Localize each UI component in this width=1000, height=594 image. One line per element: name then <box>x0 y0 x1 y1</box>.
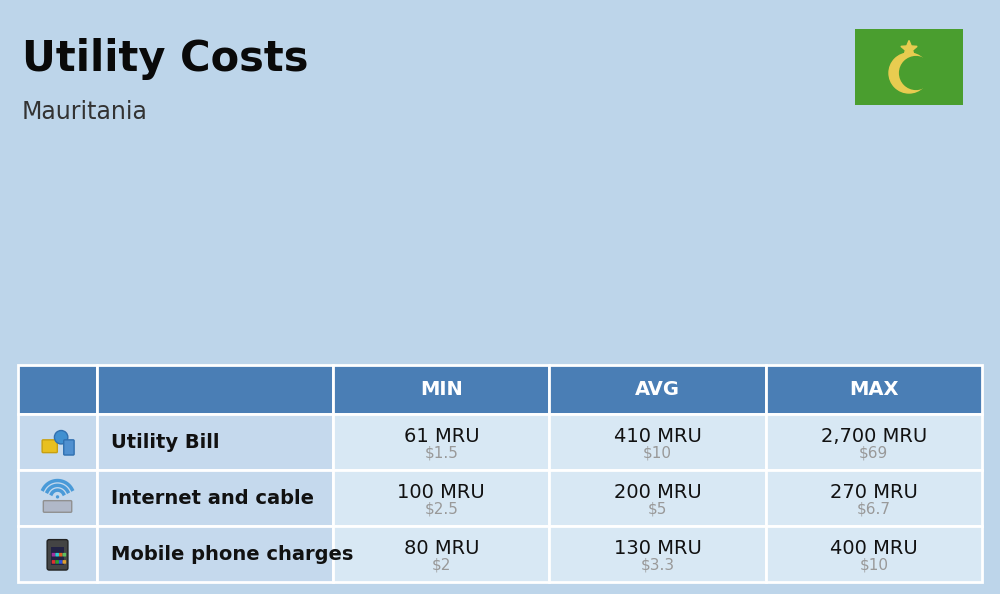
FancyBboxPatch shape <box>55 553 59 557</box>
Text: Utility Bill: Utility Bill <box>111 432 220 451</box>
FancyBboxPatch shape <box>97 526 333 582</box>
FancyBboxPatch shape <box>64 440 74 455</box>
FancyBboxPatch shape <box>333 470 549 526</box>
Text: 61 MRU: 61 MRU <box>404 427 479 446</box>
FancyBboxPatch shape <box>51 547 64 565</box>
Text: Mobile phone charges: Mobile phone charges <box>111 545 353 564</box>
Text: $10: $10 <box>859 558 888 573</box>
Text: $2: $2 <box>432 558 451 573</box>
Circle shape <box>54 431 68 444</box>
FancyBboxPatch shape <box>52 553 55 557</box>
Text: Internet and cable: Internet and cable <box>111 489 314 507</box>
FancyBboxPatch shape <box>855 29 963 105</box>
FancyBboxPatch shape <box>333 414 549 470</box>
Text: $2.5: $2.5 <box>424 502 458 517</box>
Text: Mauritania: Mauritania <box>22 100 148 124</box>
Text: 200 MRU: 200 MRU <box>614 483 701 502</box>
FancyBboxPatch shape <box>333 365 549 414</box>
Text: 270 MRU: 270 MRU <box>830 483 918 502</box>
Text: 400 MRU: 400 MRU <box>830 539 918 558</box>
Text: 2,700 MRU: 2,700 MRU <box>821 427 927 446</box>
Text: $3.3: $3.3 <box>641 558 675 573</box>
FancyBboxPatch shape <box>55 560 59 564</box>
Text: $69: $69 <box>859 446 888 461</box>
FancyBboxPatch shape <box>549 414 766 470</box>
Polygon shape <box>901 40 917 56</box>
Circle shape <box>56 495 59 498</box>
Circle shape <box>889 53 929 93</box>
FancyBboxPatch shape <box>766 470 982 526</box>
Text: $10: $10 <box>643 446 672 461</box>
FancyBboxPatch shape <box>59 560 63 564</box>
FancyBboxPatch shape <box>52 560 55 564</box>
Text: Utility Costs: Utility Costs <box>22 38 308 80</box>
FancyBboxPatch shape <box>18 414 97 470</box>
Text: 100 MRU: 100 MRU <box>397 483 485 502</box>
FancyBboxPatch shape <box>59 553 63 557</box>
Text: 80 MRU: 80 MRU <box>404 539 479 558</box>
FancyBboxPatch shape <box>97 470 333 526</box>
Text: 130 MRU: 130 MRU <box>614 539 702 558</box>
Text: $6.7: $6.7 <box>857 502 891 517</box>
FancyBboxPatch shape <box>549 526 766 582</box>
FancyBboxPatch shape <box>549 470 766 526</box>
FancyBboxPatch shape <box>766 526 982 582</box>
FancyBboxPatch shape <box>63 553 66 557</box>
FancyBboxPatch shape <box>766 365 982 414</box>
Circle shape <box>900 56 932 90</box>
FancyBboxPatch shape <box>63 560 66 564</box>
Text: AVG: AVG <box>635 380 680 399</box>
Text: $1.5: $1.5 <box>424 446 458 461</box>
FancyBboxPatch shape <box>42 440 57 453</box>
Text: $5: $5 <box>648 502 667 517</box>
FancyBboxPatch shape <box>18 365 97 414</box>
FancyBboxPatch shape <box>333 526 549 582</box>
Text: 410 MRU: 410 MRU <box>614 427 702 446</box>
FancyBboxPatch shape <box>97 414 333 470</box>
FancyBboxPatch shape <box>18 526 97 582</box>
FancyBboxPatch shape <box>47 539 68 570</box>
FancyBboxPatch shape <box>18 470 97 526</box>
Text: MAX: MAX <box>849 380 899 399</box>
FancyBboxPatch shape <box>549 365 766 414</box>
FancyBboxPatch shape <box>766 414 982 470</box>
Text: MIN: MIN <box>420 380 463 399</box>
FancyBboxPatch shape <box>43 501 72 512</box>
FancyBboxPatch shape <box>97 365 333 414</box>
